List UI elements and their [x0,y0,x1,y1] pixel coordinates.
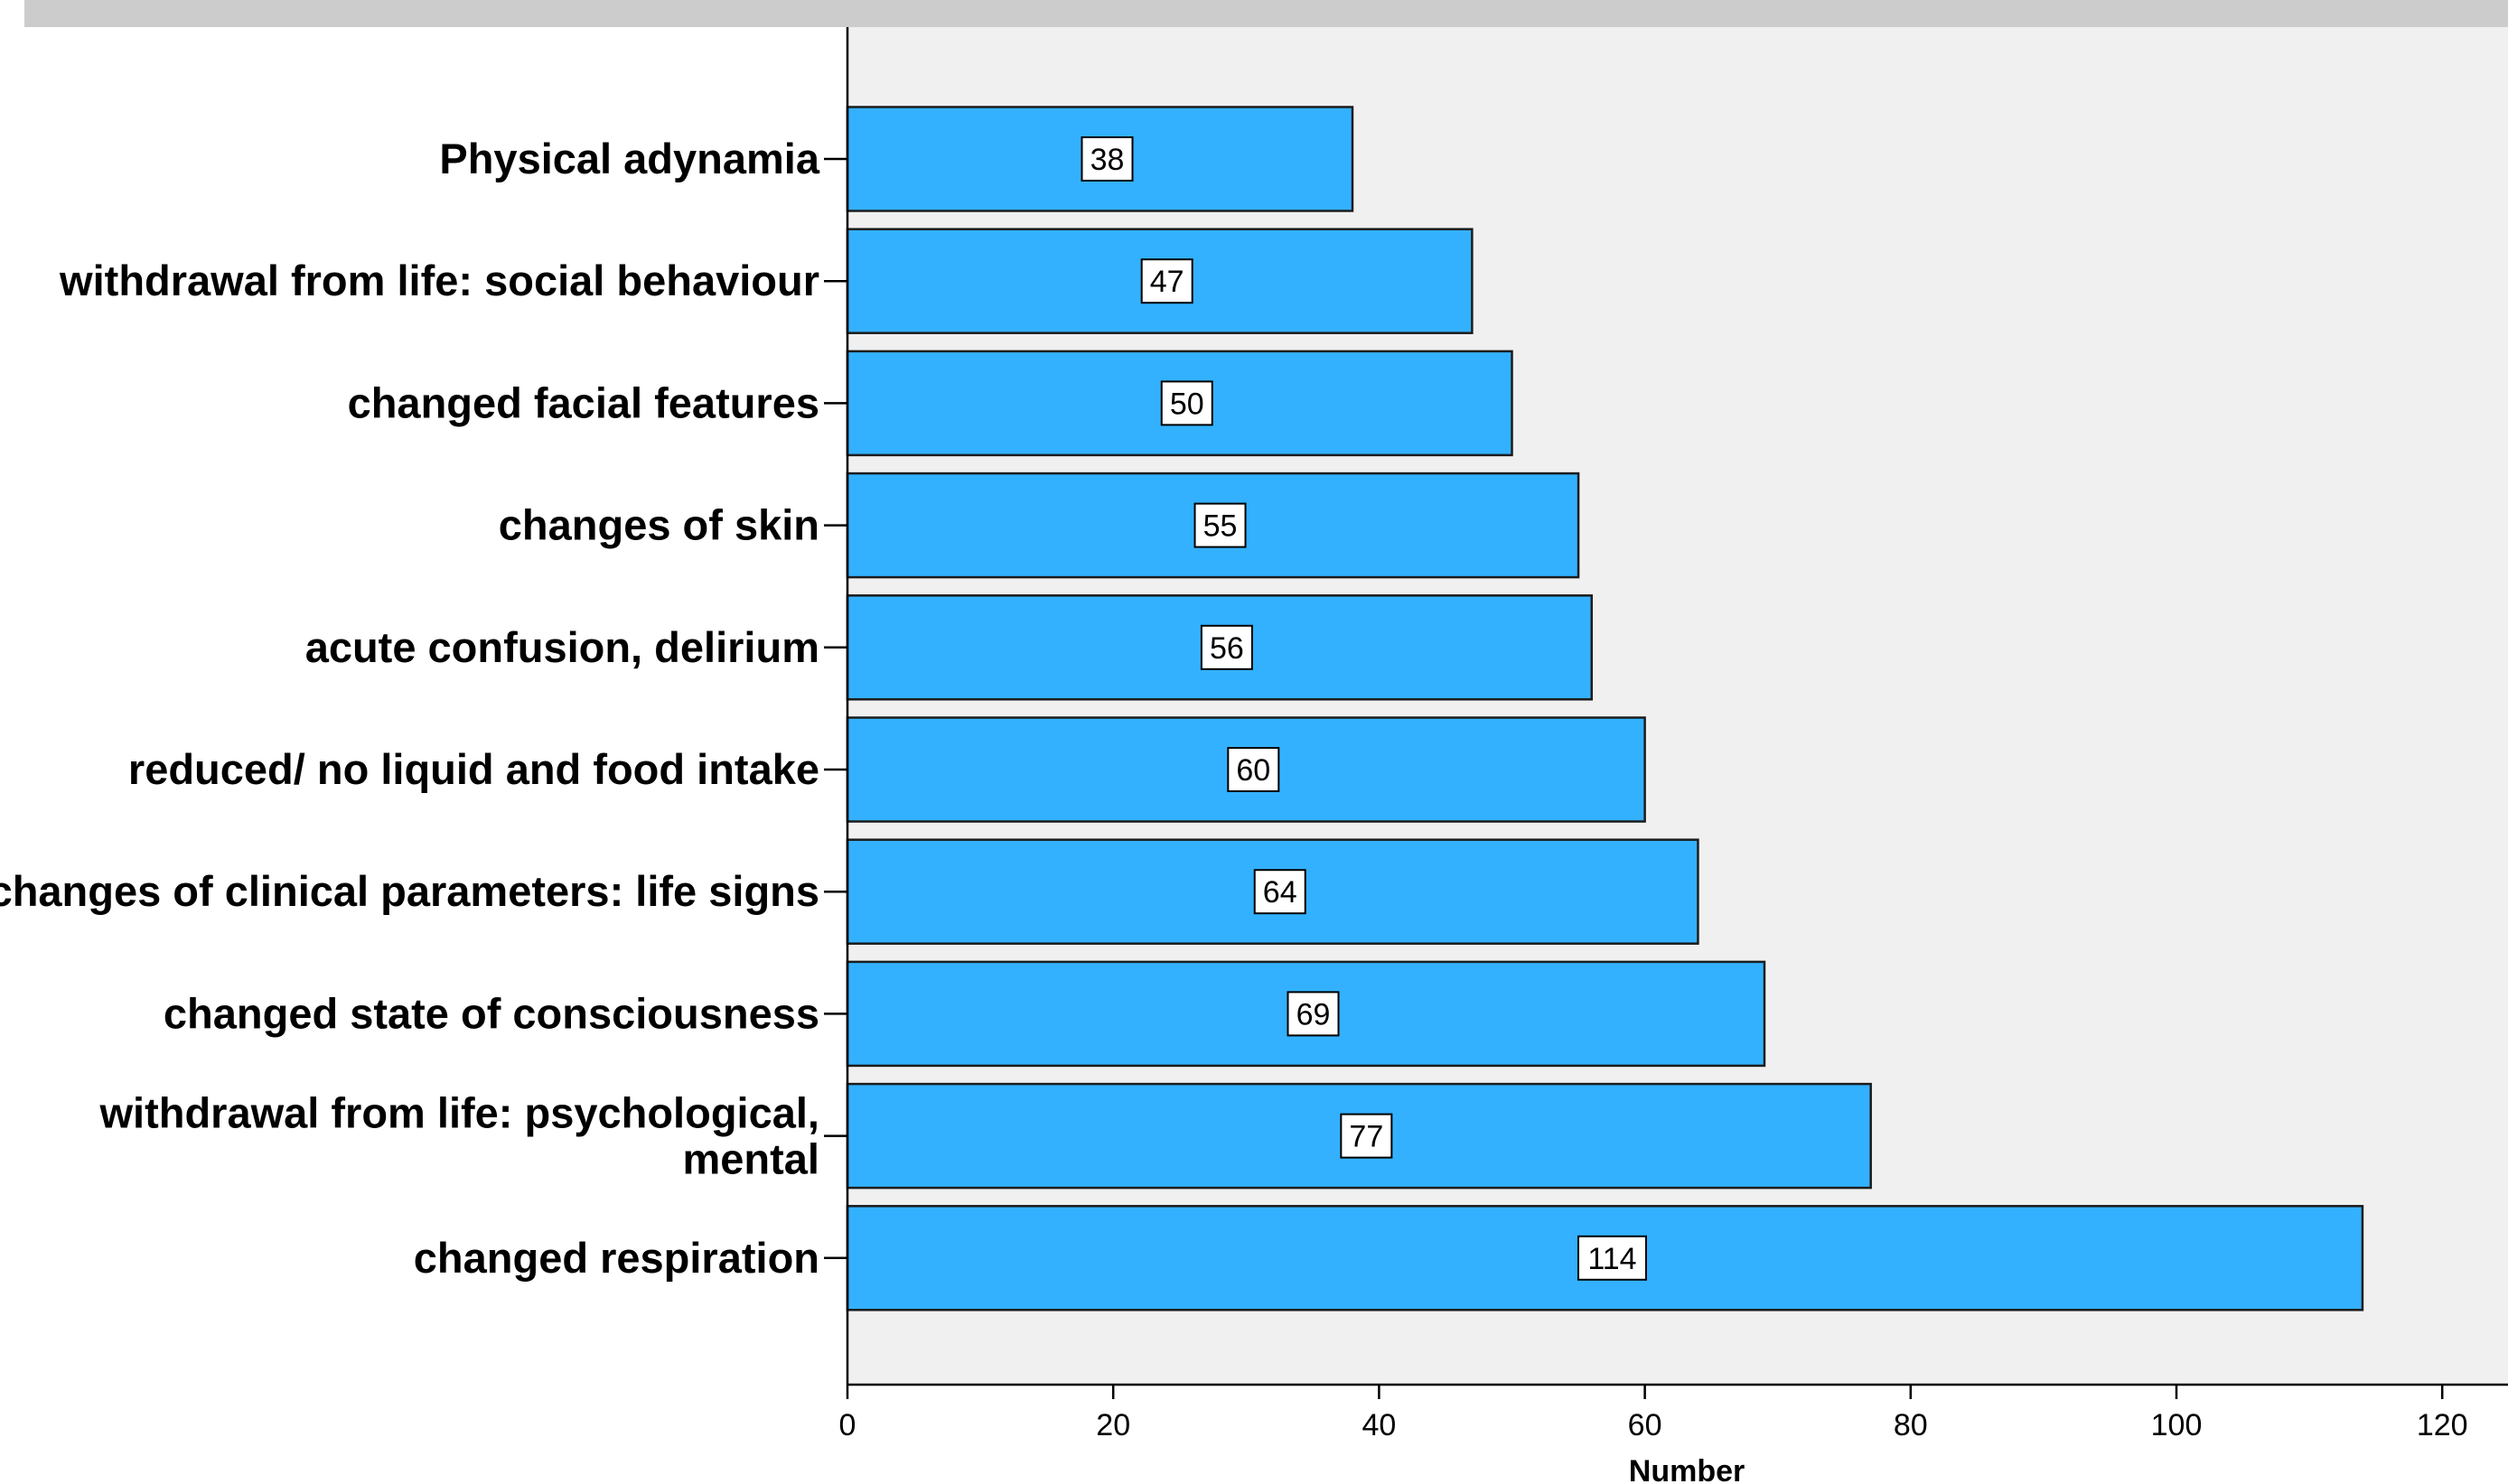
header-band [24,0,2508,27]
x-tick-label: 80 [1894,1408,1928,1442]
data-label: 64 [1263,875,1297,910]
category-label: acute confusion, delirium [305,623,819,671]
x-axis-title: Number [1629,1454,1745,1484]
x-tick-label: 20 [1096,1408,1130,1442]
bar [846,350,1513,457]
category-label: changed facial features [348,378,819,426]
bars: 38 47 50 55 56 60 64 69 77 114 [846,106,2364,1311]
data-label: 114 [1587,1242,1636,1276]
data-label: 69 [1296,997,1331,1031]
x-tick-label: 100 [2151,1408,2203,1442]
data-label-box [1227,747,1280,792]
x-tick-label: 60 [1628,1408,1662,1442]
category-label: withdrawal from life: social behaviour [59,257,819,304]
category-label: changed state of consciousness [164,989,819,1037]
data-label-box [1160,380,1213,426]
category-label: Physical adynamia [439,135,819,182]
data-label-box [1340,1113,1393,1159]
category-label: changed respiration [414,1234,819,1282]
data-label: 47 [1150,265,1184,299]
category-label: changes of skin [499,501,819,549]
data-label: 60 [1236,753,1270,788]
data-label: 38 [1090,143,1125,177]
x-tick-label: 40 [1362,1408,1396,1442]
data-label: 55 [1203,509,1238,544]
x-tick-label: 120 [2417,1408,2468,1442]
data-label: 56 [1210,631,1244,666]
data-label: 50 [1170,387,1204,421]
x-tick-label: 0 [839,1408,856,1442]
category-label: changes of clinical parameters: life sig… [0,867,819,915]
data-label-box [1140,258,1193,304]
data-label-box [1287,991,1340,1037]
category-label: withdrawal from life: psychological, ment… [98,1089,819,1183]
category-label: reduced/ no liquid and food intake [128,745,819,793]
x-axis-ticks: 0 20 40 60 80 100 120 [839,1385,2468,1442]
data-label-box [1193,502,1247,548]
data-label-box [1200,624,1253,670]
data-label-box [1081,136,1134,182]
category-labels: Physical adynamia withdrawal from life: s… [0,135,847,1282]
data-label: 77 [1349,1120,1383,1154]
data-label-box [1577,1235,1647,1281]
data-label-box [1253,869,1306,915]
